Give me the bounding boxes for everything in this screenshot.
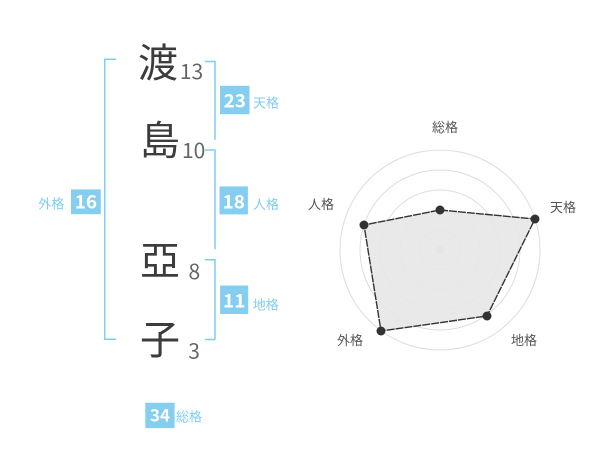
svg-text:亞: 亞 <box>140 229 180 287</box>
svg-text:人格: 人格 <box>253 194 279 213</box>
svg-text:3: 3 <box>188 336 200 366</box>
svg-text:総格: 総格 <box>176 407 202 426</box>
svg-text:16: 16 <box>75 187 97 214</box>
svg-text:渡: 渡 <box>138 31 178 89</box>
svg-text:地格: 地格 <box>253 295 279 314</box>
svg-text:島: 島 <box>140 109 180 167</box>
svg-text:11: 11 <box>223 286 245 313</box>
svg-text:18: 18 <box>222 187 244 214</box>
svg-text:子: 子 <box>140 308 180 366</box>
svg-text:天格: 天格 <box>550 197 576 216</box>
svg-text:10: 10 <box>182 135 205 165</box>
svg-text:総格: 総格 <box>432 117 458 136</box>
svg-text:13: 13 <box>180 56 203 86</box>
svg-text:34: 34 <box>150 402 170 427</box>
svg-text:8: 8 <box>189 256 201 286</box>
svg-text:外格: 外格 <box>38 194 64 213</box>
svg-text:天格: 天格 <box>253 93 279 112</box>
svg-text:地格: 地格 <box>511 330 537 349</box>
svg-text:外格: 外格 <box>337 330 363 349</box>
svg-text:人格: 人格 <box>308 194 334 213</box>
svg-text:23: 23 <box>224 87 246 114</box>
